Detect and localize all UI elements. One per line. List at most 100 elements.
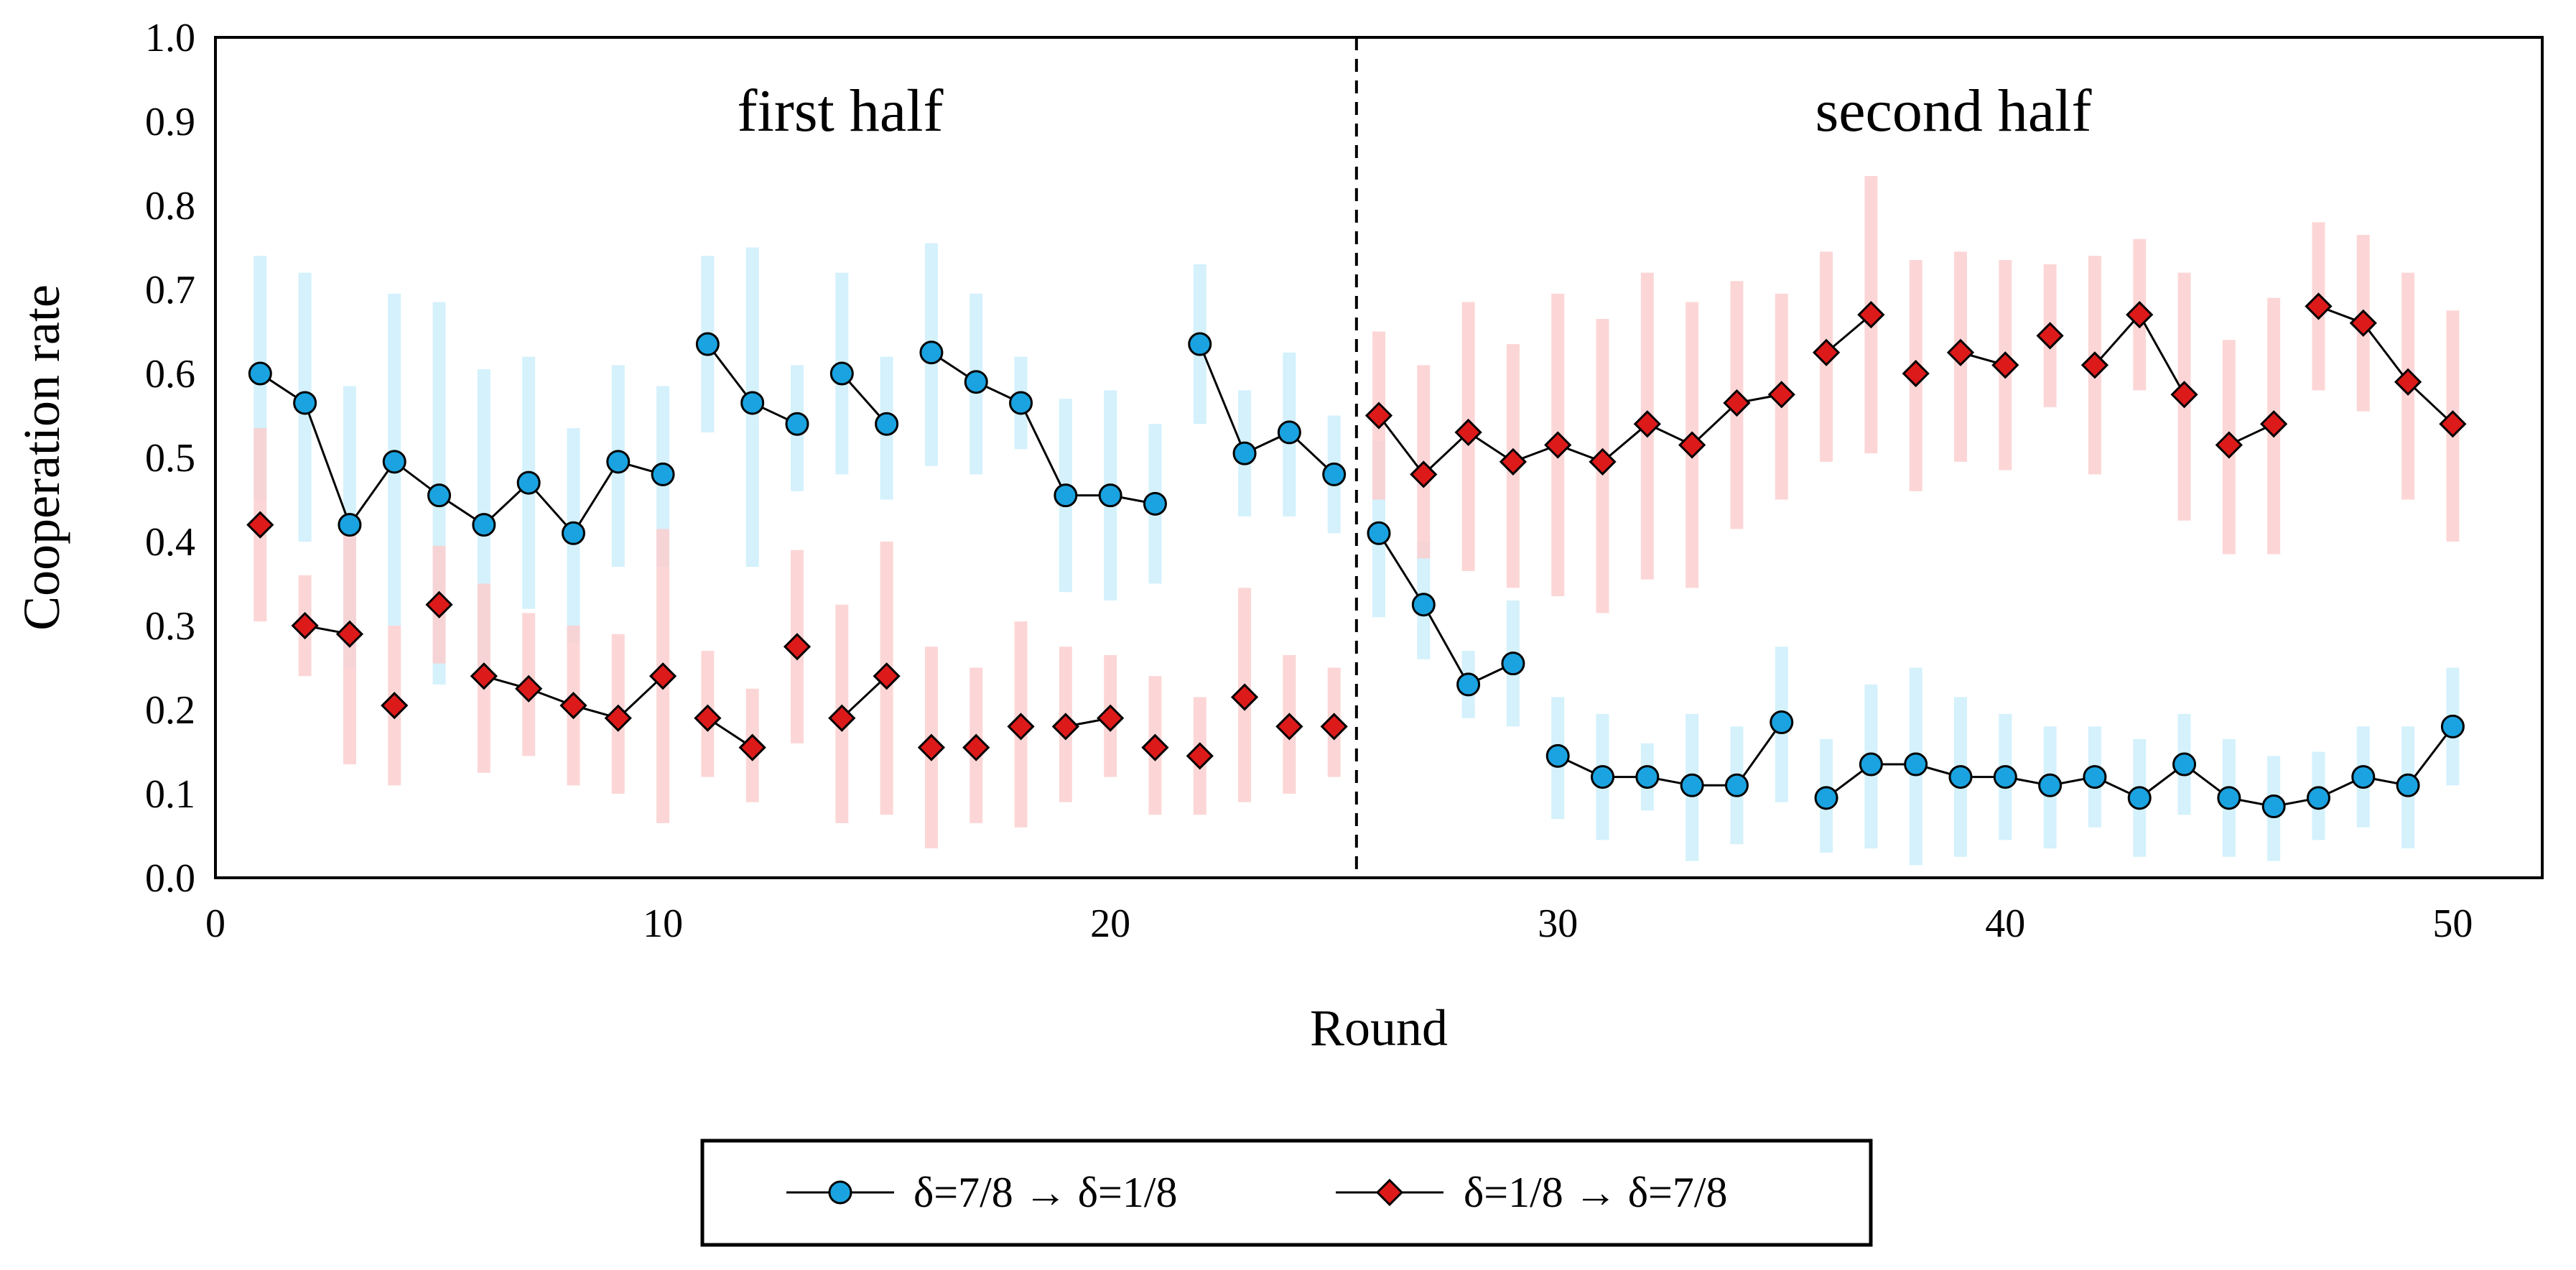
legend-box <box>700 1139 1873 1247</box>
x-tick-label: 0 <box>205 901 225 946</box>
data-point-circle <box>1501 652 1525 676</box>
data-point-circle <box>427 483 452 508</box>
data-point-diamond <box>1499 448 1528 476</box>
annotation-second-half: second half <box>1815 78 2092 144</box>
data-point-circle <box>2127 786 2152 810</box>
data-point-circle <box>2083 765 2107 789</box>
y-axis-title: Cooperation rate <box>13 284 70 631</box>
legend: δ=7/8 → δ=1/8 δ=1/8 → δ=7/8 <box>700 1139 1873 1247</box>
data-point-circle <box>1814 786 1838 810</box>
data-point-diamond <box>1097 704 1125 732</box>
y-tick-label: 0.5 <box>145 436 195 481</box>
data-point-circle <box>516 471 541 495</box>
data-point-circle <box>1411 593 1436 617</box>
data-point-diamond <box>381 692 409 720</box>
data-point-circle <box>293 391 317 415</box>
data-point-circle <box>472 513 496 537</box>
data-point-diamond <box>335 620 364 648</box>
data-point-diamond <box>1678 431 1706 459</box>
data-point-diamond <box>694 704 722 732</box>
y-tick-label: 0.8 <box>145 184 195 228</box>
data-point-circle <box>1367 521 1391 545</box>
data-point-diamond <box>246 511 274 539</box>
data-point-diamond <box>1812 338 1841 366</box>
data-point-diamond <box>828 704 856 732</box>
data-point-circle <box>919 340 944 365</box>
y-tick-label: 0.7 <box>145 268 195 312</box>
data-point-diamond <box>1902 359 1930 388</box>
data-point-diamond <box>873 662 901 690</box>
data-point-diamond <box>515 675 543 703</box>
data-point-diamond <box>559 692 587 720</box>
data-point-circle <box>2217 786 2241 810</box>
data-point-circle <box>1188 332 1212 356</box>
data-point-circle <box>1948 765 1973 789</box>
data-point-diamond <box>1991 351 2019 379</box>
data-point-diamond <box>1857 300 1885 329</box>
data-point-diamond <box>1141 733 1169 761</box>
legend-marker-circle <box>828 1180 852 1205</box>
data-point-circle <box>875 412 899 436</box>
data-point-circle <box>1545 743 1570 768</box>
data-point-circle <box>1009 391 1033 415</box>
data-point-circle <box>695 332 720 356</box>
data-point-circle <box>2172 752 2197 777</box>
x-tick-labels: 0 10 20 30 40 50 <box>205 901 2473 946</box>
data-point-circle <box>2038 773 2063 797</box>
data-point-diamond <box>1410 460 1438 488</box>
data-point-diamond <box>1946 338 1975 366</box>
data-point-diamond <box>470 662 498 690</box>
data-point-circle <box>1635 765 1660 789</box>
series-markers <box>246 292 2467 819</box>
x-tick-label: 50 <box>2432 901 2473 946</box>
y-tick-labels: 0.0 0.1 0.2 0.3 0.4 0.5 0.6 0.7 0.8 0.9 1.0 <box>145 16 195 901</box>
data-point-circle <box>1859 752 1883 777</box>
data-point-circle <box>1770 710 1794 735</box>
data-point-diamond <box>1230 683 1259 711</box>
data-point-circle <box>2440 714 2465 738</box>
data-point-diamond <box>1767 381 1795 409</box>
data-point-circle <box>606 450 631 474</box>
series-line-segment <box>259 372 664 535</box>
data-point-circle <box>1232 441 1257 465</box>
data-point-diamond <box>1275 713 1303 741</box>
data-point-diamond <box>1633 410 1661 438</box>
y-tick-label: 0.4 <box>145 520 195 565</box>
data-point-diamond <box>2349 309 2377 337</box>
data-point-circle <box>1591 765 1615 789</box>
data-point-diamond <box>2394 368 2422 396</box>
data-point-diamond <box>2126 300 2154 329</box>
data-point-circle <box>1322 462 1347 486</box>
x-tick-label: 20 <box>1090 901 1130 946</box>
annotation-first-half: first half <box>738 78 944 144</box>
legend-label-series-1: δ=7/8 → δ=1/8 <box>913 1169 1178 1216</box>
legend-marker-diamond <box>1375 1178 1404 1207</box>
data-point-diamond <box>1364 402 1393 430</box>
data-point-circle <box>964 370 988 394</box>
x-tick-label: 40 <box>1985 901 2025 946</box>
data-point-circle <box>248 361 272 386</box>
data-point-circle <box>1143 491 1167 516</box>
data-point-circle <box>1724 773 1749 797</box>
data-point-diamond <box>2305 292 2333 320</box>
data-point-diamond <box>1454 418 1482 447</box>
data-point-diamond <box>2215 431 2243 459</box>
y-tick-label: 0.1 <box>145 772 195 817</box>
series-line-segment <box>2317 305 2454 425</box>
data-point-circle <box>1993 765 2017 789</box>
data-point-diamond <box>962 733 990 761</box>
data-point-circle <box>2306 786 2330 810</box>
data-point-diamond <box>291 611 319 640</box>
series-line-segment <box>1199 343 1335 476</box>
data-point-diamond <box>1051 713 1079 741</box>
y-tick-label: 0.2 <box>145 688 195 733</box>
data-point-circle <box>1054 483 1078 508</box>
data-point-circle <box>1680 773 1704 797</box>
series-line-segment <box>1826 313 1872 353</box>
series-line-segment <box>1377 393 1782 476</box>
data-point-circle <box>382 450 406 474</box>
data-point-diamond <box>1589 448 1617 476</box>
data-point-diamond <box>425 590 453 618</box>
data-point-diamond <box>2439 410 2467 438</box>
